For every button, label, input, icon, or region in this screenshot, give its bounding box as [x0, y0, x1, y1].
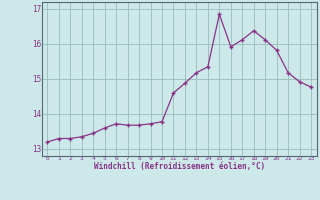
- X-axis label: Windchill (Refroidissement éolien,°C): Windchill (Refroidissement éolien,°C): [94, 162, 265, 171]
